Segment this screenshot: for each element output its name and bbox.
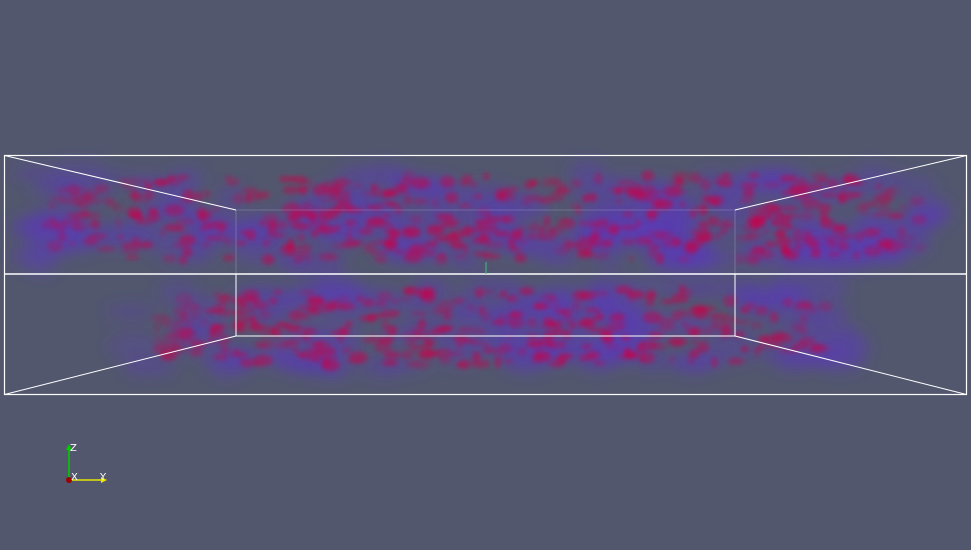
outline-edge-top-right bbox=[734, 155, 967, 211]
x-axis-point bbox=[66, 477, 72, 483]
z-axis-label: Z bbox=[70, 443, 77, 454]
outline-edge-top-left bbox=[4, 155, 237, 211]
x-axis-label: X bbox=[71, 472, 78, 483]
volume-density-cloud bbox=[7, 158, 953, 380]
y-axis-label: Y bbox=[99, 472, 107, 483]
outline-edge-bottom-right bbox=[734, 335, 967, 395]
z-axis-arrowhead bbox=[66, 444, 72, 450]
y-axis-arrowhead bbox=[101, 477, 107, 483]
outline-box bbox=[3, 154, 968, 396]
orientation-axes-widget[interactable]: Z X Y bbox=[66, 443, 107, 483]
outline-front-face bbox=[3, 154, 968, 396]
outline-edge-bottom-left bbox=[4, 335, 237, 395]
outline-back-face bbox=[235, 274, 736, 337]
